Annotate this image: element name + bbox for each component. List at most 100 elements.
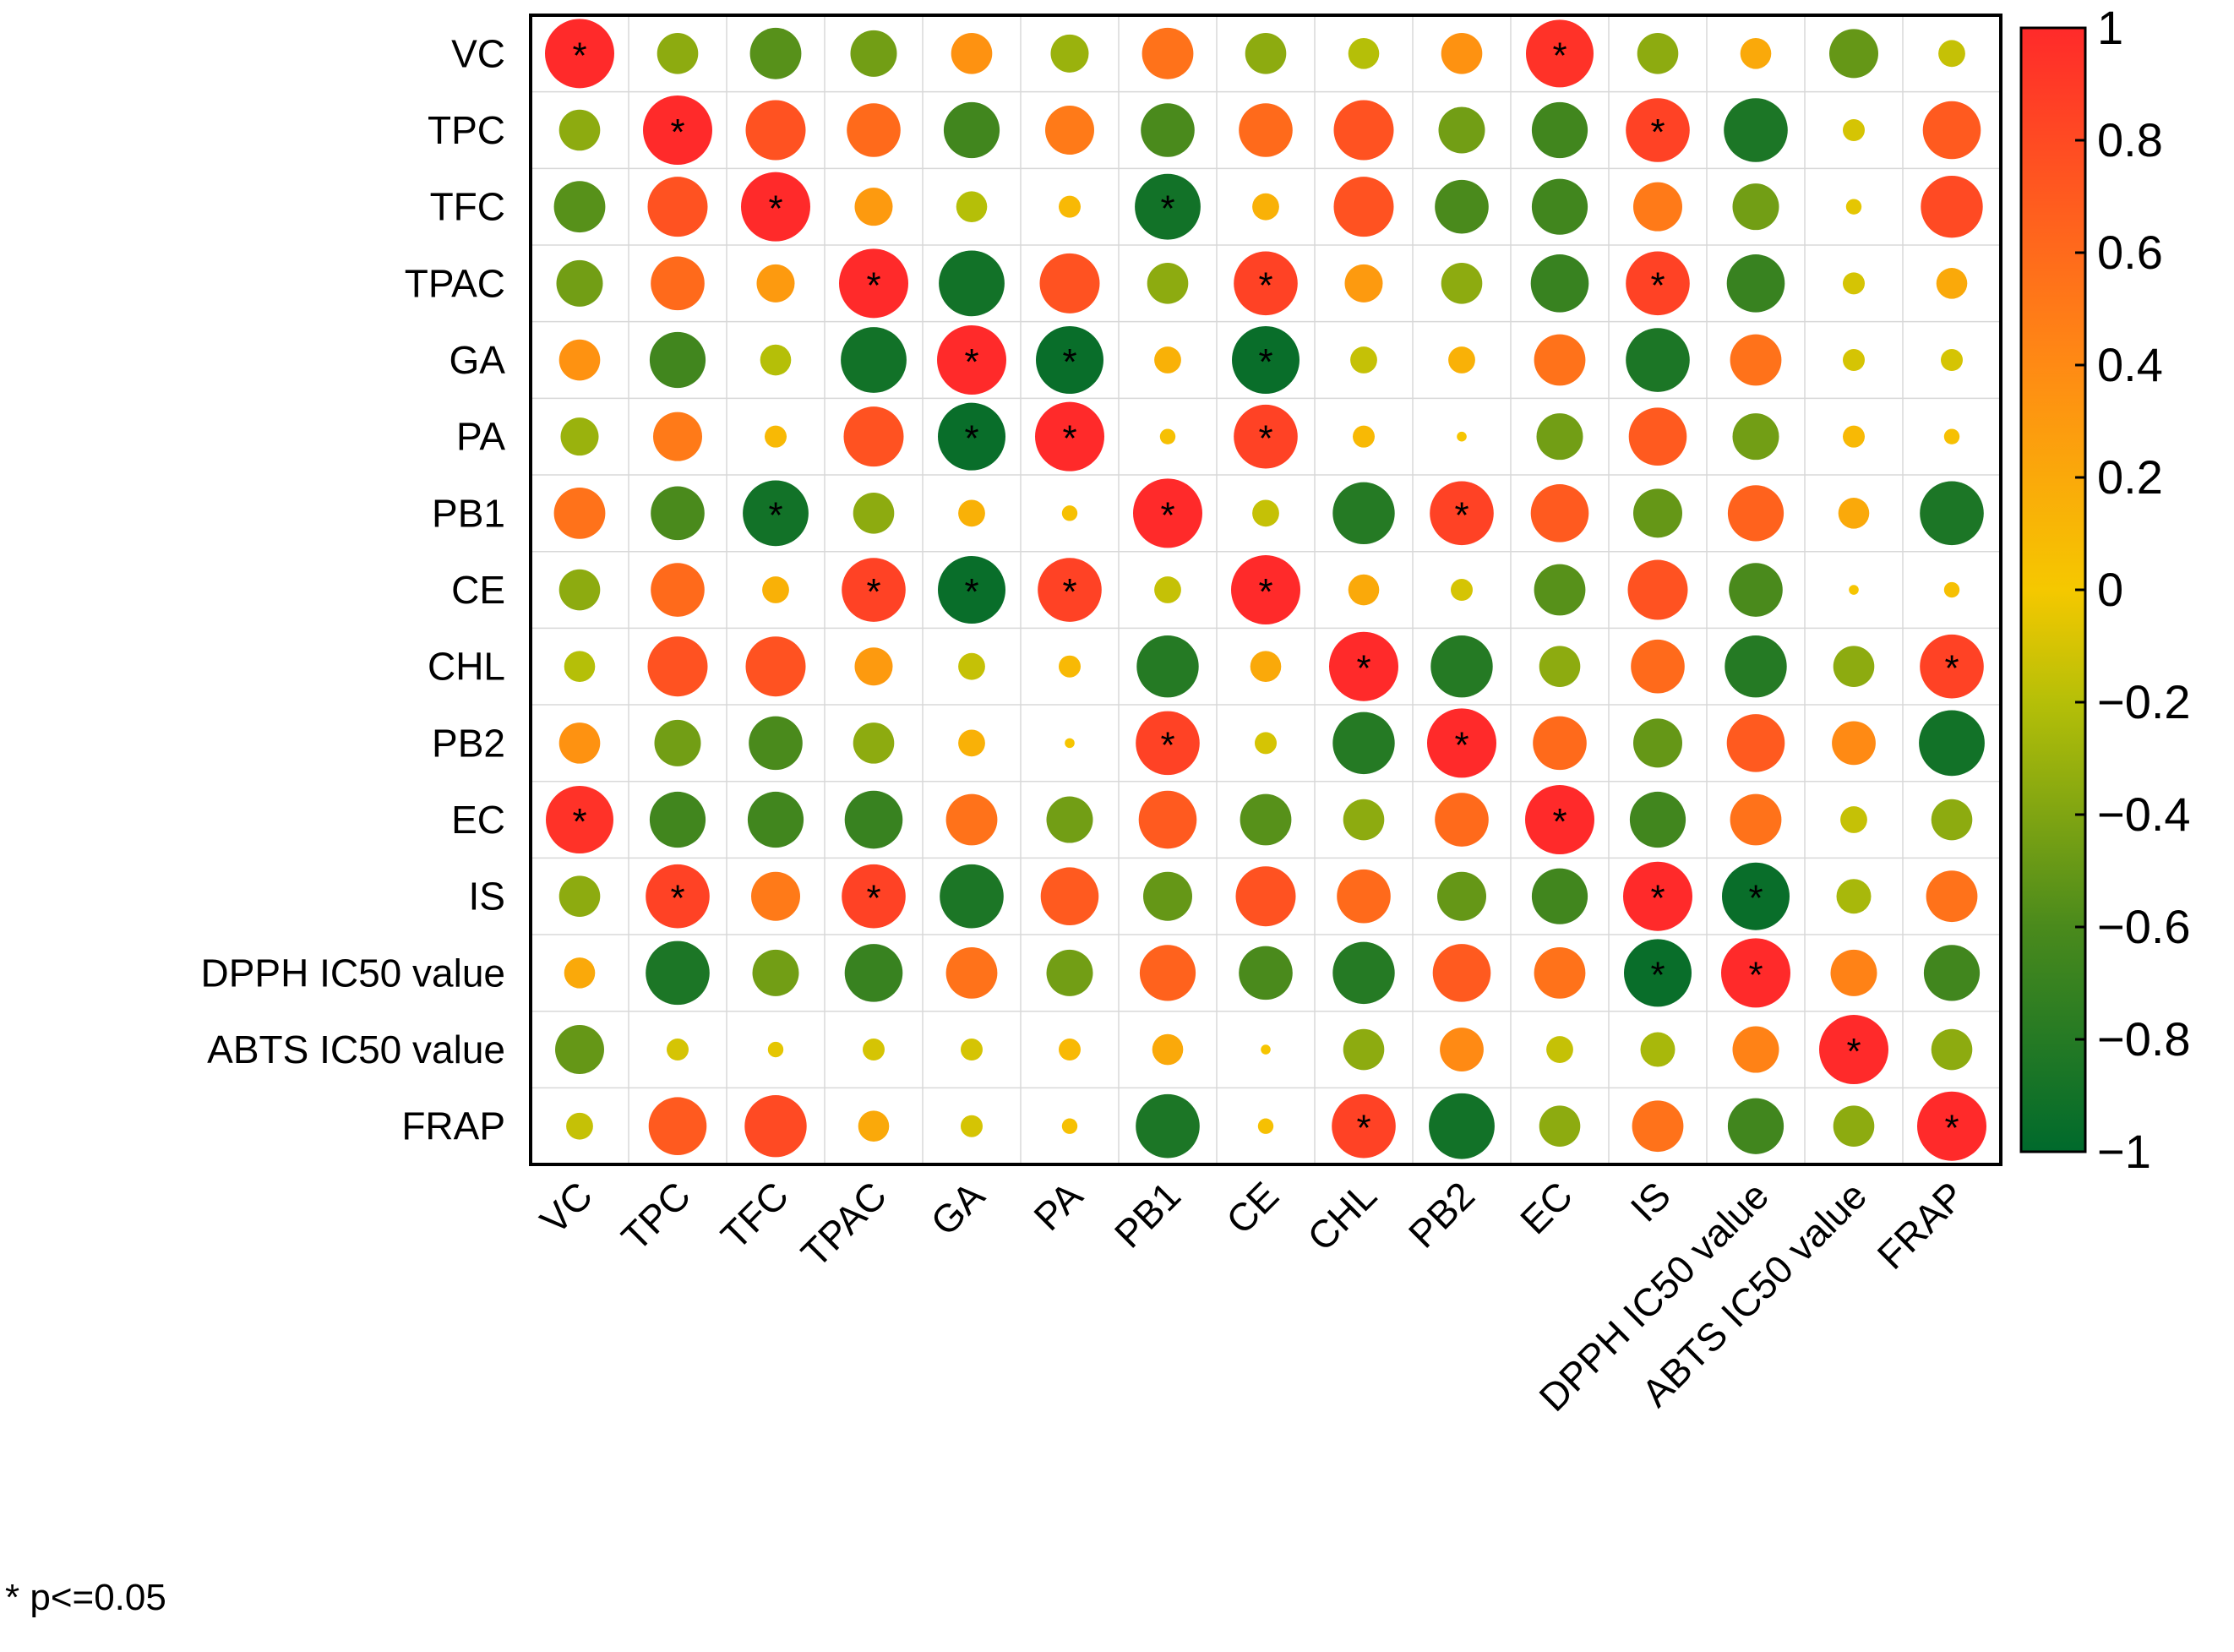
corr-circle bbox=[1819, 1015, 1888, 1085]
y-axis-label: PB2 bbox=[432, 721, 505, 765]
x-axis-label: VC bbox=[531, 1173, 601, 1242]
corr-circle bbox=[1440, 1028, 1484, 1071]
corr-circle bbox=[1836, 879, 1872, 914]
corr-circle bbox=[1919, 710, 1985, 777]
corr-circle bbox=[1232, 326, 1300, 395]
colorbar-tick-label: 0.4 bbox=[2097, 338, 2163, 391]
corr-circle bbox=[1059, 655, 1081, 678]
corr-circle bbox=[1234, 404, 1298, 469]
corr-circle bbox=[646, 864, 710, 929]
corr-circle bbox=[545, 19, 614, 89]
corr-circle bbox=[558, 569, 601, 611]
corr-circle bbox=[749, 27, 802, 79]
corr-circle bbox=[1843, 119, 1865, 142]
corr-circle bbox=[951, 33, 993, 74]
significance-star: * bbox=[1160, 724, 1174, 766]
corr-circle bbox=[651, 563, 705, 617]
corr-circle bbox=[1531, 101, 1588, 159]
corr-circle bbox=[1135, 173, 1201, 240]
y-axis-label: IS bbox=[469, 875, 505, 919]
corr-circle bbox=[1261, 1044, 1271, 1055]
corr-circle bbox=[555, 1025, 604, 1075]
corr-circle bbox=[647, 177, 708, 237]
corr-circle bbox=[1533, 716, 1587, 771]
corr-circle bbox=[1626, 98, 1690, 162]
corr-circle bbox=[1036, 326, 1103, 395]
corr-circle bbox=[1921, 175, 1983, 238]
corr-circle bbox=[765, 425, 787, 448]
corr-circle bbox=[1917, 1091, 1986, 1161]
corr-circle bbox=[1040, 867, 1099, 926]
significance-star: * bbox=[1650, 954, 1665, 995]
corr-circle bbox=[1938, 40, 1965, 68]
significance-star: * bbox=[768, 188, 782, 230]
corr-circle bbox=[1430, 481, 1494, 546]
corr-circle bbox=[1427, 708, 1496, 778]
colorbar-tick-label: 0 bbox=[2097, 563, 2123, 616]
corr-circle bbox=[566, 1112, 593, 1140]
x-axis-label: EC bbox=[1512, 1173, 1581, 1242]
corr-circle bbox=[1843, 349, 1865, 372]
corr-circle bbox=[1829, 29, 1878, 79]
corr-circle bbox=[1730, 334, 1782, 386]
corr-circle bbox=[1141, 103, 1195, 157]
significance-star: * bbox=[1846, 1031, 1861, 1072]
significance-star: * bbox=[866, 264, 880, 306]
corr-circle bbox=[1252, 193, 1279, 221]
corr-circle bbox=[651, 486, 705, 541]
corr-circle bbox=[937, 325, 1006, 395]
corr-circle bbox=[1147, 263, 1189, 304]
corr-circle bbox=[1255, 732, 1277, 755]
corr-circle bbox=[1633, 718, 1682, 768]
y-axis-label: FRAP bbox=[401, 1104, 505, 1148]
significance-star: * bbox=[1356, 648, 1370, 690]
x-axis-label: TPC bbox=[613, 1173, 699, 1259]
corr-circle bbox=[1337, 869, 1391, 924]
corr-circle bbox=[841, 327, 907, 393]
corr-circle bbox=[945, 946, 998, 999]
corr-circle bbox=[1152, 1033, 1184, 1066]
corr-circle bbox=[1159, 428, 1176, 444]
significance-star: * bbox=[1748, 878, 1763, 919]
corr-circle bbox=[1730, 793, 1782, 846]
corr-circle bbox=[958, 729, 985, 757]
corr-circle bbox=[1943, 581, 1960, 598]
corr-circle bbox=[1726, 254, 1785, 313]
corr-circle bbox=[940, 864, 1004, 929]
corr-circle bbox=[1623, 861, 1692, 931]
significance-star: * bbox=[670, 112, 684, 153]
corr-circle bbox=[647, 636, 708, 697]
corr-circle bbox=[1531, 868, 1588, 924]
corr-circle bbox=[1536, 413, 1583, 461]
y-axis-label: ABTS IC50 value bbox=[207, 1028, 505, 1071]
corr-circle bbox=[1252, 499, 1279, 527]
corr-circle bbox=[1329, 631, 1398, 701]
corr-circle bbox=[1539, 1105, 1581, 1148]
corr-circle bbox=[546, 786, 613, 854]
corr-circle bbox=[1833, 1105, 1875, 1148]
corr-circle bbox=[1931, 799, 1973, 841]
y-axis-label: GA bbox=[450, 338, 506, 382]
significance-star: * bbox=[1356, 1108, 1370, 1149]
corr-circle bbox=[1530, 484, 1589, 542]
corr-circle bbox=[643, 95, 712, 166]
significance-star: * bbox=[964, 418, 978, 460]
significance-star: * bbox=[1650, 878, 1665, 919]
corr-circle bbox=[1526, 19, 1594, 88]
colorbar-tick-label: −0.2 bbox=[2097, 675, 2191, 728]
significance-star: * bbox=[1160, 188, 1174, 230]
corr-circle bbox=[1435, 793, 1489, 847]
corr-circle bbox=[844, 790, 903, 849]
significance-star: * bbox=[1062, 571, 1076, 613]
corr-circle bbox=[1534, 946, 1586, 999]
corr-circle bbox=[938, 402, 1005, 471]
corr-circle bbox=[1348, 38, 1380, 69]
corr-circle bbox=[1729, 563, 1783, 617]
corr-circle bbox=[1139, 945, 1196, 1001]
corr-circle bbox=[939, 250, 1005, 317]
significance-star: * bbox=[1062, 341, 1076, 383]
significance-star: * bbox=[1062, 418, 1076, 460]
corr-circle bbox=[1240, 793, 1292, 846]
corr-circle bbox=[1441, 33, 1483, 74]
